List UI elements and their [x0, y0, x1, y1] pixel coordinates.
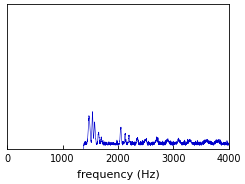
X-axis label: frequency (Hz): frequency (Hz) [76, 170, 159, 180]
